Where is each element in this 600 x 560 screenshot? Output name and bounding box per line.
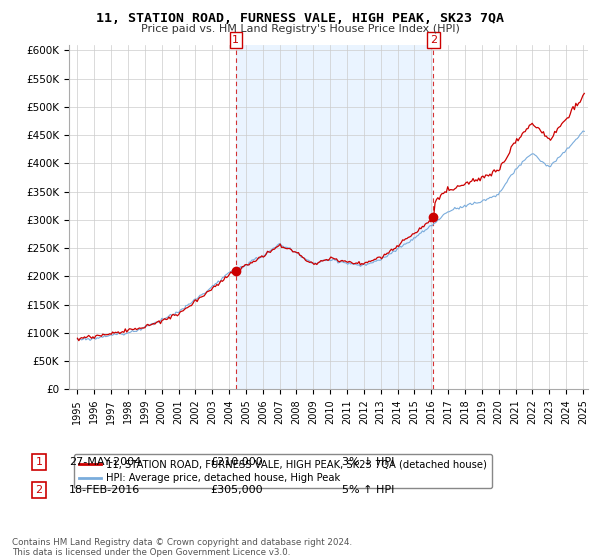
Text: Price paid vs. HM Land Registry's House Price Index (HPI): Price paid vs. HM Land Registry's House … (140, 24, 460, 34)
Text: 5% ↑ HPI: 5% ↑ HPI (342, 485, 394, 495)
Text: 1: 1 (35, 457, 43, 467)
Text: 18-FEB-2016: 18-FEB-2016 (69, 485, 140, 495)
Text: Contains HM Land Registry data © Crown copyright and database right 2024.
This d: Contains HM Land Registry data © Crown c… (12, 538, 352, 557)
Text: 3% ↓ HPI: 3% ↓ HPI (342, 457, 394, 467)
Legend: 11, STATION ROAD, FURNESS VALE, HIGH PEAK, SK23 7QA (detached house), HPI: Avera: 11, STATION ROAD, FURNESS VALE, HIGH PEA… (74, 455, 492, 488)
Bar (236, 45, 433, 389)
Text: 27-MAY-2004: 27-MAY-2004 (69, 457, 141, 467)
Text: £305,000: £305,000 (210, 485, 263, 495)
Text: 2: 2 (430, 35, 437, 45)
Text: £210,000: £210,000 (210, 457, 263, 467)
Text: 2: 2 (35, 485, 43, 495)
Text: 1: 1 (232, 35, 239, 45)
Text: 11, STATION ROAD, FURNESS VALE, HIGH PEAK, SK23 7QA: 11, STATION ROAD, FURNESS VALE, HIGH PEA… (96, 12, 504, 25)
